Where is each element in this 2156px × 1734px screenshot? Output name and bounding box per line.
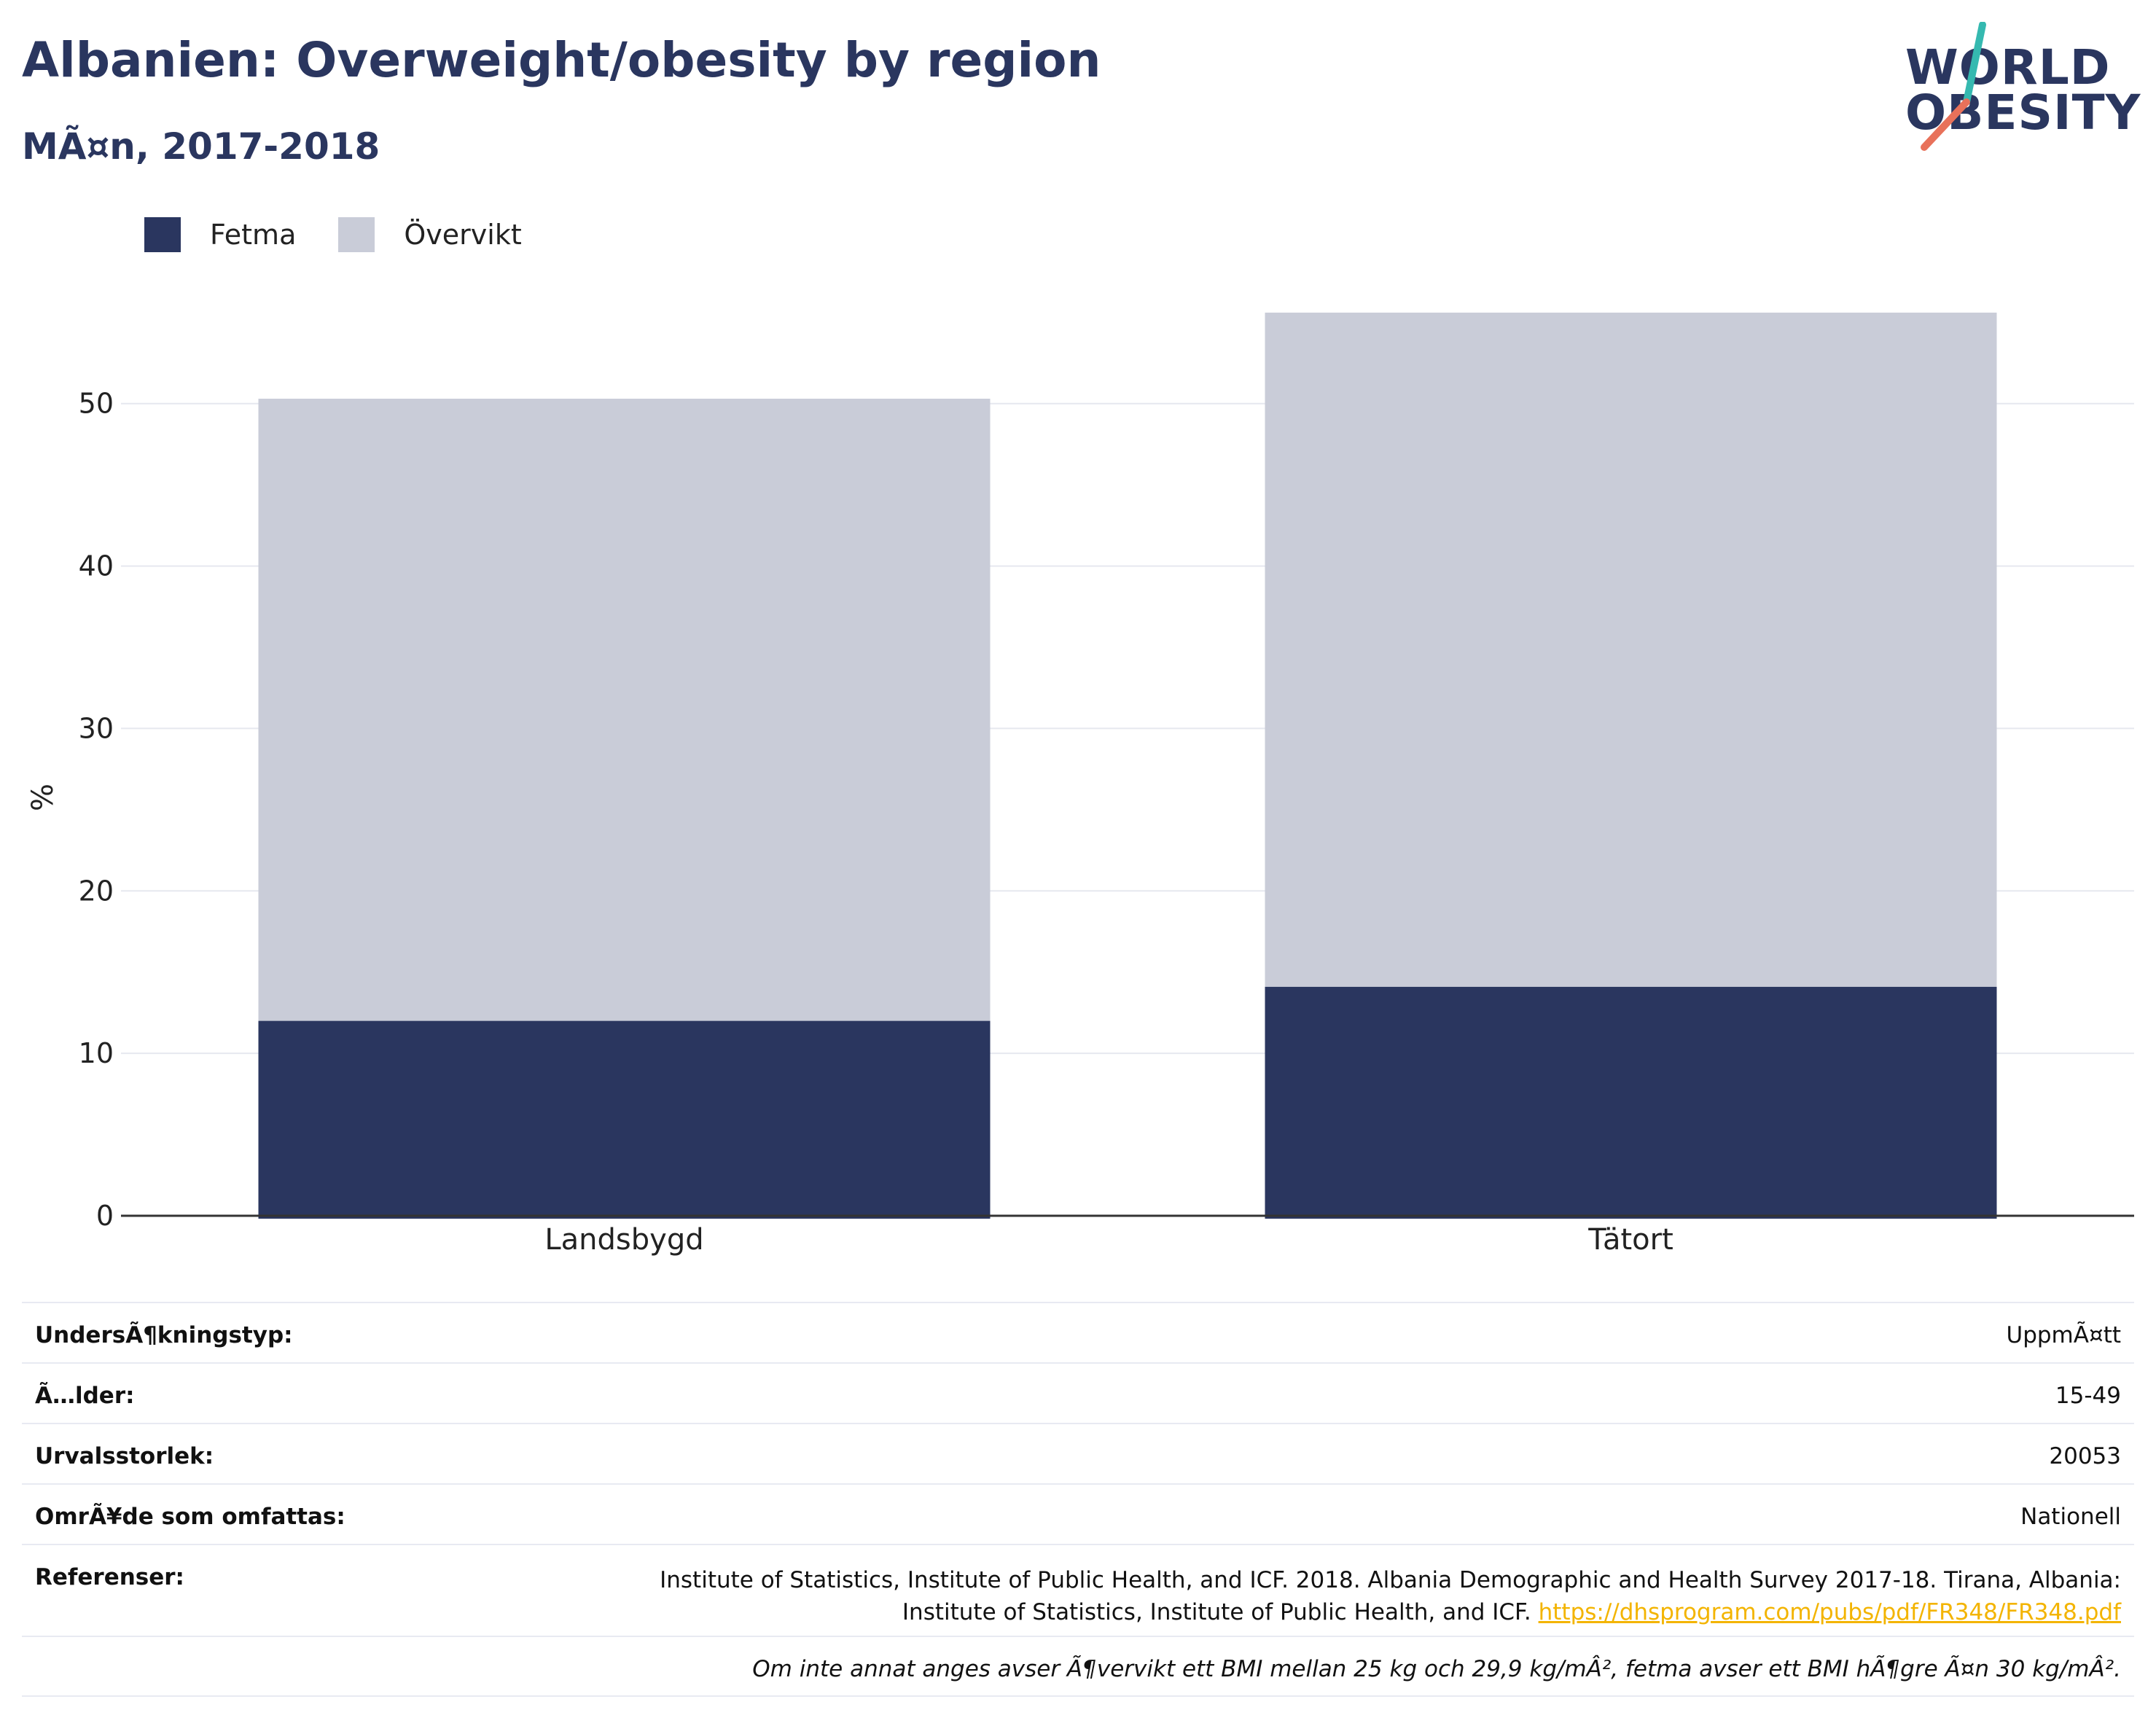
bar-overvikt-0	[258, 399, 991, 1021]
world-obesity-logo: WORLD OBESITY	[1904, 22, 2140, 153]
bar-fetma-1	[1265, 986, 1997, 1219]
bar-fetma-0	[258, 1020, 991, 1219]
age-value: 15-49	[2055, 1383, 2121, 1409]
survey-type-row: UndersÃ¶kningstyp: UppmÃ¤tt	[22, 1302, 2134, 1362]
sample-size-label: Urvalsstorlek:	[35, 1443, 214, 1469]
survey-type-value: UppmÃ¤tt	[2006, 1322, 2121, 1348]
legend-swatch-fetma	[144, 217, 181, 252]
legend-swatch-overvikt	[338, 217, 375, 252]
references-row: Referenser: Institute of Statistics, Ins…	[22, 1544, 2134, 1636]
area-label: OmrÃ¥de som omfattas:	[35, 1504, 345, 1530]
stacked-bar-chart: 0 10 20 30 40 50% Landsbygd Tätort	[26, 312, 2134, 1257]
y-tick-label: 0	[96, 1200, 114, 1232]
references-label: Referenser:	[35, 1564, 184, 1590]
area-value: Nationell	[2020, 1504, 2121, 1530]
legend-item-fetma[interactable]: Fetma	[144, 217, 296, 252]
definition-note-row: Om inte annat anges avser Ã¶vervikt ett …	[22, 1636, 2134, 1697]
survey-info-table: UndersÃ¶kningstyp: UppmÃ¤tt Ã…lder: 15-4…	[22, 1302, 2134, 1697]
legend-label-fetma: Fetma	[210, 219, 297, 251]
age-label: Ã…lder:	[35, 1383, 135, 1409]
definition-note: Om inte annat anges avser Ã¶vervikt ett …	[752, 1656, 2121, 1682]
survey-type-label: UndersÃ¶kningstyp:	[35, 1322, 293, 1348]
bar-overvikt-1	[1265, 312, 1997, 987]
references-line-2: Institute of Statistics, Institute of Pu…	[902, 1599, 1531, 1625]
chart-legend: Fetma Övervikt	[144, 217, 564, 252]
area-row: OmrÃ¥de som omfattas: Nationell	[22, 1483, 2134, 1544]
sample-size-value: 20053	[2049, 1443, 2121, 1469]
x-tick-label: Landsbygd	[544, 1223, 703, 1257]
legend-label-overvikt: Övervikt	[404, 219, 522, 251]
y-tick-label: 10	[79, 1037, 114, 1069]
chart-title: Albanien: Overweight/obesity by region	[22, 32, 1101, 88]
y-axis-label: %	[26, 784, 60, 811]
references-line-1: Institute of Statistics, Institute of Pu…	[660, 1567, 2121, 1593]
logo-line-1: WORLD	[1905, 39, 2111, 95]
y-tick-label: 20	[79, 875, 114, 907]
y-tick-label: 40	[79, 550, 114, 582]
references-link[interactable]: https://dhsprogram.com/pubs/pdf/FR348/FR…	[1538, 1599, 2121, 1625]
age-row: Ã…lder: 15-49	[22, 1362, 2134, 1423]
references-value: Institute of Statistics, Institute of Pu…	[660, 1564, 2121, 1628]
y-tick-label: 50	[79, 388, 114, 420]
chart-subtitle: MÃ¤n, 2017-2018	[22, 125, 380, 168]
legend-item-overvikt[interactable]: Övervikt	[338, 217, 522, 252]
x-tick-label: Tätort	[1587, 1223, 1673, 1257]
y-tick-label: 30	[79, 712, 114, 744]
sample-size-row: Urvalsstorlek: 20053	[22, 1423, 2134, 1483]
logo-slash-icon	[1921, 22, 1986, 151]
